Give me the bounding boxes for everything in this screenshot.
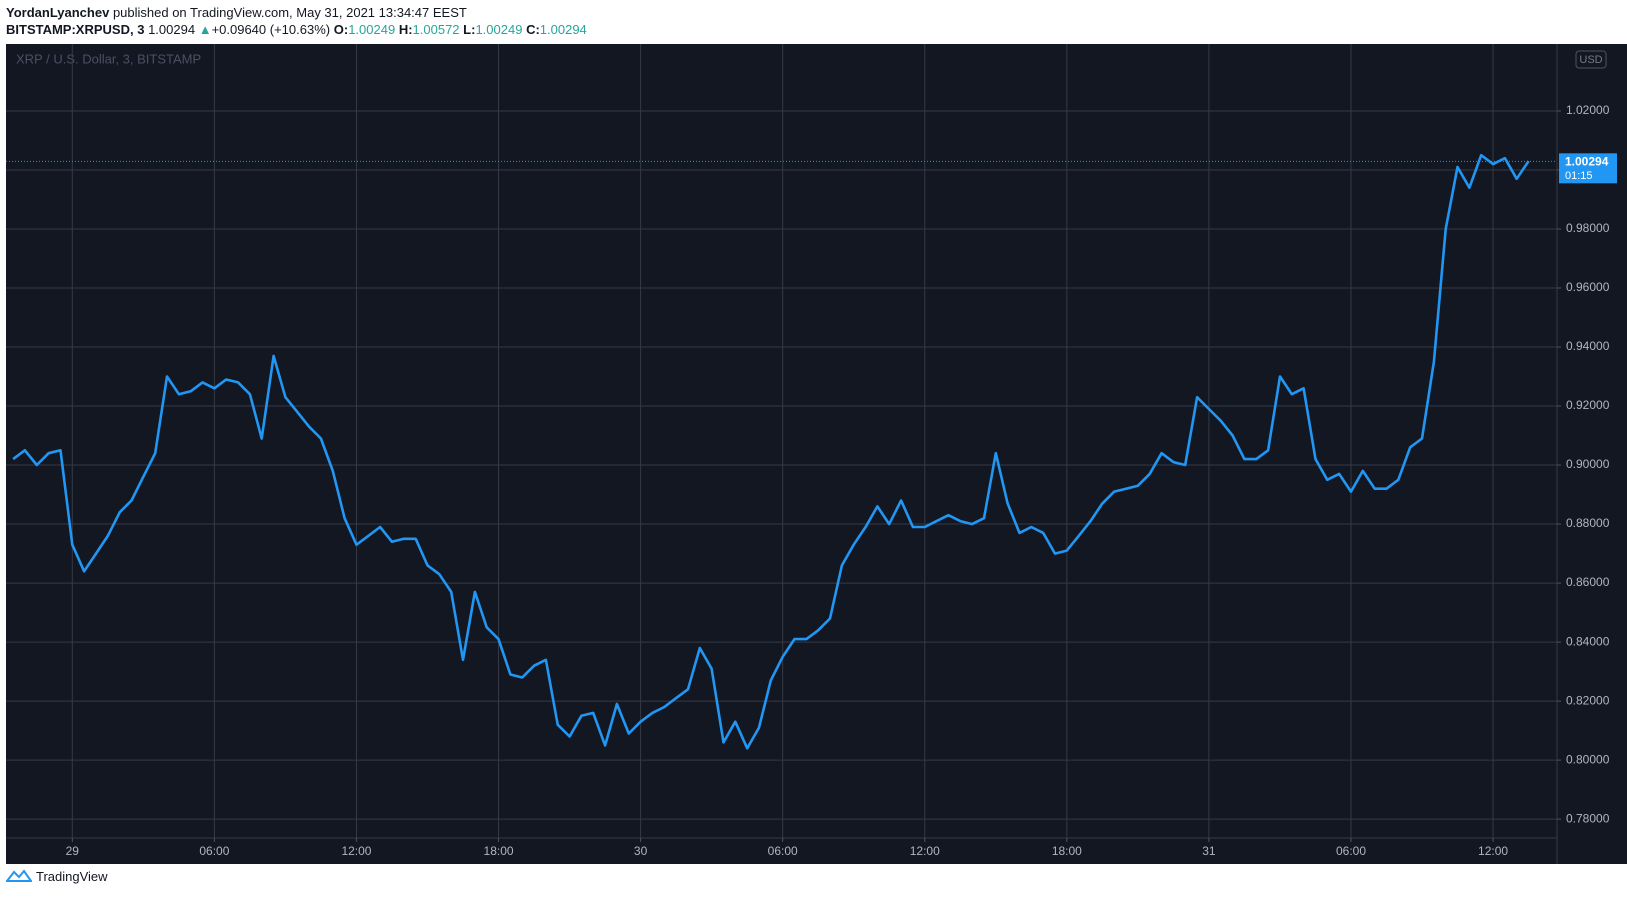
footer: TradingView (6, 868, 108, 884)
currency[interactable]: USD (1579, 54, 1602, 66)
x-tick-label: 18:00 (1052, 844, 1082, 858)
y-tick-label: 1.02000 (1566, 103, 1610, 117)
arrow: ▲ (198, 22, 212, 37)
x-tick-label: 06:00 (1336, 844, 1366, 858)
header: YordanLyanchev published on TradingView.… (6, 4, 587, 38)
change: +0.09640 (+10.63%) (211, 22, 331, 37)
brand: TradingView (36, 868, 108, 884)
high-label: H: (398, 22, 413, 37)
x-tick-label: 06:00 (199, 844, 229, 858)
countdown: 01:15 (1565, 170, 1593, 182)
y-tick-label: 0.78000 (1566, 811, 1610, 825)
x-tick-label: 31 (1202, 844, 1216, 858)
x-tick-label: 30 (634, 844, 648, 858)
watermark: XRP / U.S. Dollar, 3, BITSTAMP (16, 51, 201, 66)
close: 1.00294 (539, 22, 587, 37)
open-label: O: (333, 22, 349, 37)
low-label: L: (463, 22, 476, 37)
y-tick-label: 0.96000 (1566, 280, 1610, 294)
chart-background (6, 44, 1627, 864)
price-line (12, 153, 1530, 750)
x-tick-label: 18:00 (484, 844, 514, 858)
x-tick-label: 06:00 (768, 844, 798, 858)
x-tick-label: 12:00 (1478, 844, 1508, 858)
x-tick-label: 29 (66, 844, 80, 858)
price: 1.00294 (148, 22, 196, 37)
chart: XRP / U.S. Dollar, 3, BITSTAMP USD 0.780… (6, 44, 1627, 864)
header-line-1: YordanLyanchev published on TradingView.… (6, 4, 587, 21)
y-tick-label: 0.92000 (1566, 398, 1610, 412)
y-tick-label: 0.98000 (1566, 221, 1610, 235)
close-label: C: (526, 22, 540, 37)
y-tick-label: 0.82000 (1566, 693, 1610, 707)
y-tick-label: 0.80000 (1566, 752, 1610, 766)
published: published on TradingView.com, May 31, 20… (112, 5, 467, 20)
logo (6, 869, 32, 882)
y-tick-label: 0.84000 (1566, 634, 1610, 648)
author[interactable]: YordanLyanchev (6, 5, 110, 20)
last-price-label: 1.00294 (1565, 154, 1609, 168)
open: 1.00249 (348, 22, 396, 37)
y-tick-label: 0.86000 (1566, 575, 1610, 589)
last-price-box (1559, 153, 1617, 184)
x-tick-label: 12:00 (910, 844, 940, 858)
y-tick-label: 0.88000 (1566, 516, 1610, 530)
grid (6, 44, 1557, 838)
high: 1.00572 (412, 22, 460, 37)
y-tick-label: 0.90000 (1566, 457, 1610, 471)
currency-box[interactable] (1575, 50, 1607, 69)
symbol[interactable]: BITSTAMP:XRPUSD, 3 (6, 22, 145, 37)
low: 1.00249 (475, 22, 523, 37)
header-line-2: BITSTAMP:XRPUSD, 3 1.00294 ▲+0.09640 (+1… (6, 21, 587, 38)
x-tick-label: 12:00 (341, 844, 371, 858)
y-tick-label: 0.94000 (1566, 339, 1610, 353)
